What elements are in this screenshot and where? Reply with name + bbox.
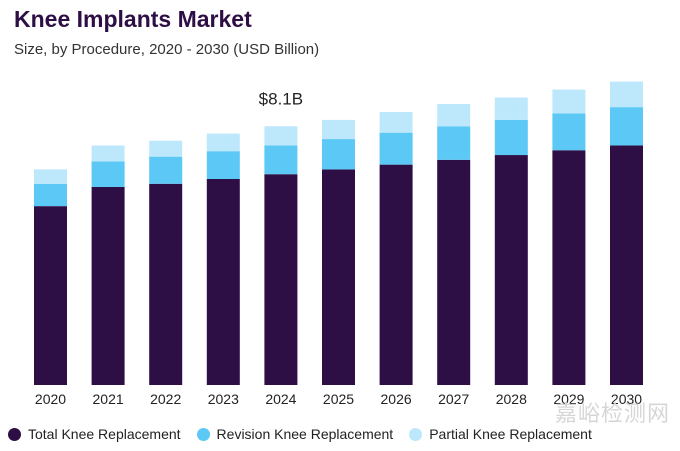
x-tick-label: 2020 <box>35 391 66 407</box>
bar-segment-2025-1 <box>322 139 355 170</box>
bar-segment-2029-2 <box>552 89 586 114</box>
bar-segment-2029-1 <box>552 113 586 151</box>
bar-segment-2020-0 <box>34 206 67 385</box>
legend-dot-icon <box>409 427 423 441</box>
bar-segment-2024-0 <box>264 174 298 385</box>
bar-segment-2024-2 <box>264 126 298 146</box>
bar-segment-2025-0 <box>322 169 355 385</box>
legend: Total Knee Replacement Revision Knee Rep… <box>8 426 608 442</box>
bar-segment-2025-2 <box>322 119 355 140</box>
bar-segment-2022-2 <box>149 140 183 157</box>
chart-subtitle: Size, by Procedure, 2020 - 2030 (USD Bil… <box>14 41 320 58</box>
bar-segment-2020-1 <box>34 183 67 207</box>
chart-title: Knee Implants Market <box>14 6 252 32</box>
bar-segment-2021-2 <box>91 145 125 162</box>
x-tick-label: 2030 <box>611 391 642 407</box>
bar-segment-2026-2 <box>379 111 413 133</box>
x-tick-label: 2027 <box>438 391 469 407</box>
bar-segment-2022-0 <box>149 183 183 385</box>
legend-item-revision: Revision Knee Replacement <box>196 426 394 442</box>
bar-segment-2028-0 <box>494 155 528 385</box>
bar-segment-2023-1 <box>206 151 240 179</box>
legend-label: Partial Knee Replacement <box>429 426 592 442</box>
legend-label: Revision Knee Replacement <box>216 426 394 442</box>
x-tick-label: 2025 <box>323 391 354 407</box>
bar-segment-2026-0 <box>379 164 413 385</box>
legend-dot-icon <box>8 427 21 441</box>
bar-segment-2030-0 <box>610 145 643 385</box>
x-tick-label: 2024 <box>265 391 296 407</box>
bar-segment-2029-0 <box>552 150 586 385</box>
bar-segment-2021-0 <box>91 186 125 385</box>
bar-segment-2027-1 <box>437 126 471 160</box>
bar-segment-2030-2 <box>610 81 643 108</box>
bar-segment-2024-1 <box>264 145 298 175</box>
bar-segment-2023-0 <box>206 178 240 385</box>
legend-item-total: Total Knee Replacement <box>8 426 181 442</box>
bar-segment-2020-2 <box>34 169 67 184</box>
x-tick-label: 2023 <box>208 391 239 407</box>
bar-segment-2026-1 <box>379 132 413 165</box>
bar-segment-2027-2 <box>437 103 471 127</box>
bar-segment-2021-1 <box>91 161 125 187</box>
legend-dot-icon <box>196 427 210 441</box>
data-label-annotation: $8.1B <box>259 89 303 108</box>
bar-segment-2023-2 <box>206 133 240 152</box>
legend-label: Total Knee Replacement <box>28 426 181 442</box>
bar-segment-2022-1 <box>149 156 183 184</box>
bar-segment-2030-1 <box>610 107 643 146</box>
x-tick-label: 2029 <box>553 391 584 407</box>
x-tick-label: 2026 <box>381 391 412 407</box>
bar-segment-2027-0 <box>437 159 471 385</box>
legend-item-partial: Partial Knee Replacement <box>409 426 592 442</box>
bar-segment-2028-2 <box>494 97 528 120</box>
x-tick-label: 2021 <box>93 391 124 407</box>
watermark: 嘉峪检测网 <box>554 402 670 427</box>
x-tick-label: 2022 <box>150 391 181 407</box>
x-tick-label: 2028 <box>496 391 527 407</box>
bar-segment-2028-1 <box>494 119 528 156</box>
